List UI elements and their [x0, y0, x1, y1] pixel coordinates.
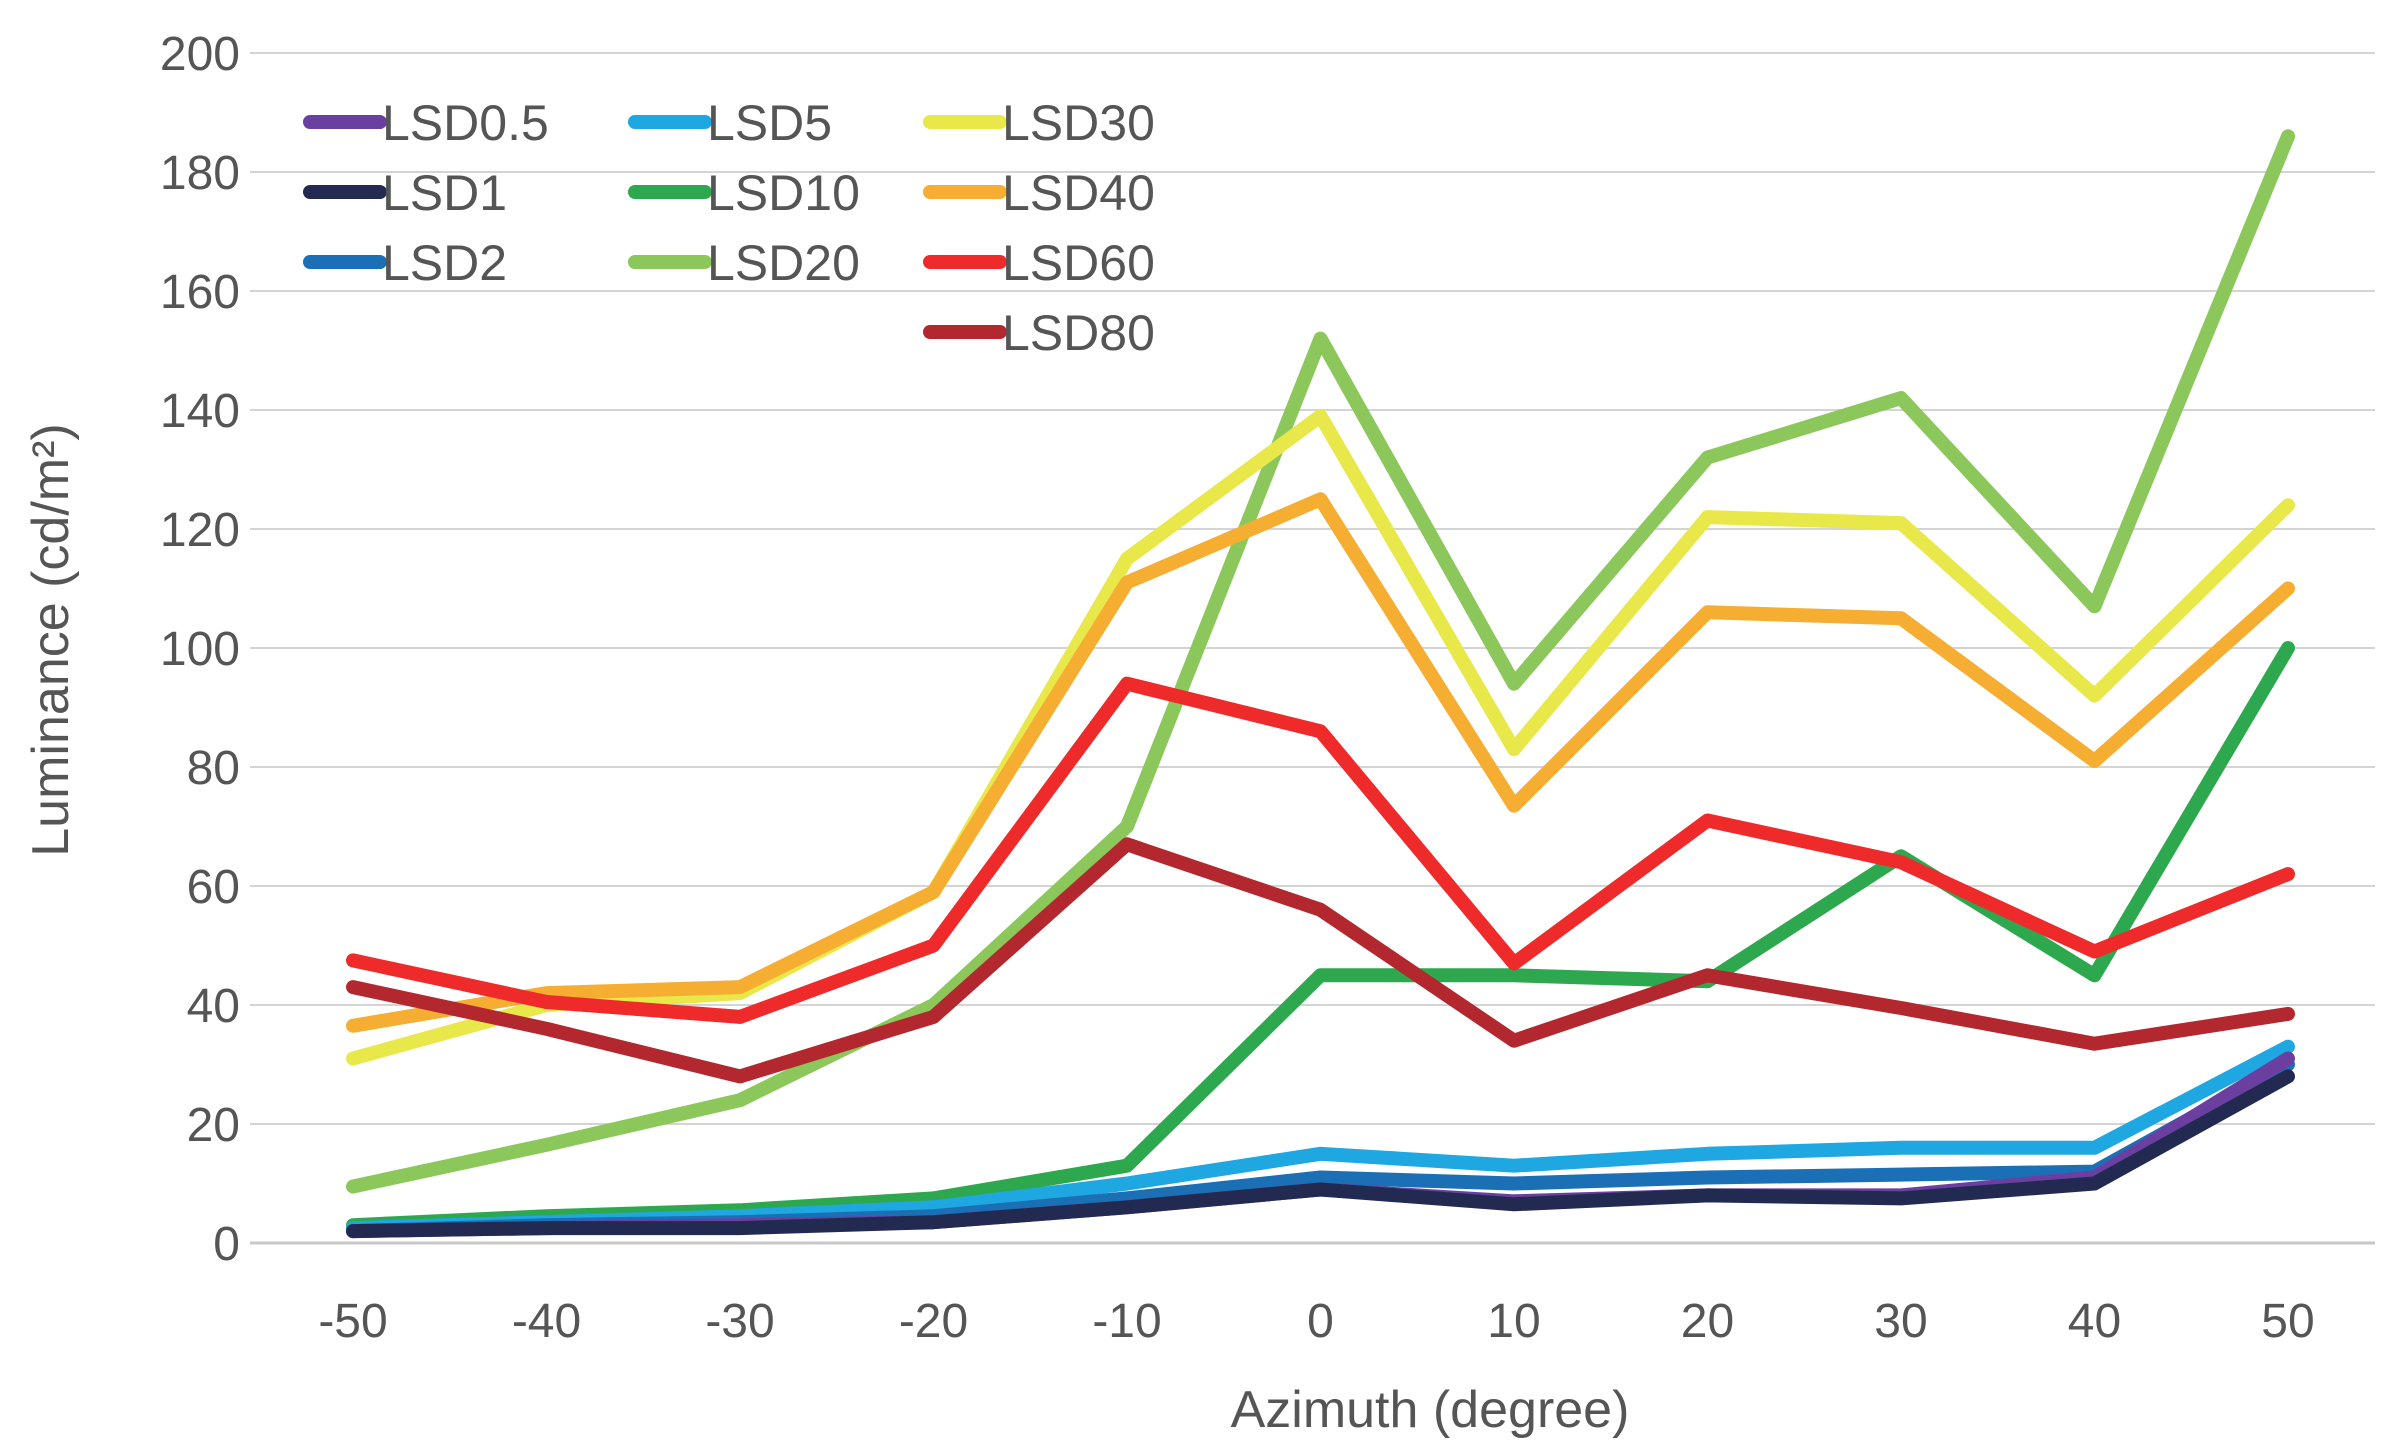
legend-label: LSD1: [382, 165, 507, 221]
y-axis-title: Luminance (cd/m²): [22, 423, 80, 856]
series-line-lsd60: [353, 684, 2288, 1017]
legend-item-lsd10: LSD10: [635, 165, 860, 221]
legend-label: LSD2: [382, 235, 507, 291]
x-tick-label: 40: [2068, 1295, 2121, 1348]
x-tick-label: -30: [705, 1295, 774, 1348]
legend-item-lsd80: LSD80: [930, 305, 1155, 361]
series-line-lsd40: [353, 499, 2288, 1026]
x-tick-label: 10: [1487, 1295, 1540, 1348]
y-tick-label: 180: [160, 147, 240, 200]
x-tick-label: 30: [1874, 1295, 1927, 1348]
series-line-lsd80: [353, 844, 2288, 1076]
legend: LSD0.5 LSD1 LSD2 LSD5 LSD10 LSD20 LSD30 LSD40 LS…: [310, 95, 1155, 361]
legend-label: LSD5: [707, 95, 832, 151]
y-tick-label: 100: [160, 623, 240, 676]
legend-item-lsd30: LSD30: [930, 95, 1155, 151]
x-tick-label: -20: [899, 1295, 968, 1348]
x-tick-label: 0: [1307, 1295, 1334, 1348]
legend-label: LSD40: [1002, 165, 1155, 221]
series-lines: [353, 136, 2288, 1231]
legend-item-lsd60: LSD60: [930, 235, 1155, 291]
y-tick-label: 160: [160, 266, 240, 319]
legend-item-lsd40: LSD40: [930, 165, 1155, 221]
y-tick-label: 80: [187, 742, 240, 795]
x-tick-label: -10: [1092, 1295, 1161, 1348]
y-tick-label: 120: [160, 504, 240, 557]
x-tick-label: -40: [512, 1295, 581, 1348]
x-tick-label: -50: [318, 1295, 387, 1348]
y-tick-label: 200: [160, 28, 240, 81]
line-chart: 020406080100120140160180200-50 -40 -30 -20-…: [0, 0, 2400, 1448]
legend-label: LSD60: [1002, 235, 1155, 291]
legend-item-lsd1: LSD1: [310, 165, 507, 221]
legend-label: LSD80: [1002, 305, 1155, 361]
gridlines: [250, 53, 2375, 1124]
x-tick-label: 20: [1681, 1295, 1734, 1348]
x-axis-title: Azimuth (degree): [1231, 1381, 1630, 1439]
y-tick-label: 40: [187, 980, 240, 1033]
legend-label: LSD10: [707, 165, 860, 221]
y-tick-label: 0: [213, 1218, 240, 1271]
legend-item-lsd5: LSD5: [635, 95, 832, 151]
y-tick-label: 60: [187, 861, 240, 914]
legend-item-lsd0-5: LSD0.5: [310, 95, 549, 151]
x-tick-label: 50: [2261, 1295, 2314, 1348]
legend-item-lsd20: LSD20: [635, 235, 860, 291]
legend-label: LSD0.5: [382, 95, 549, 151]
y-tick-label: 20: [187, 1099, 240, 1152]
legend-item-lsd2: LSD2: [310, 235, 507, 291]
legend-label: LSD30: [1002, 95, 1155, 151]
y-tick-label: 140: [160, 385, 240, 438]
legend-label: LSD20: [707, 235, 860, 291]
series-line-lsd5: [353, 1047, 2288, 1228]
